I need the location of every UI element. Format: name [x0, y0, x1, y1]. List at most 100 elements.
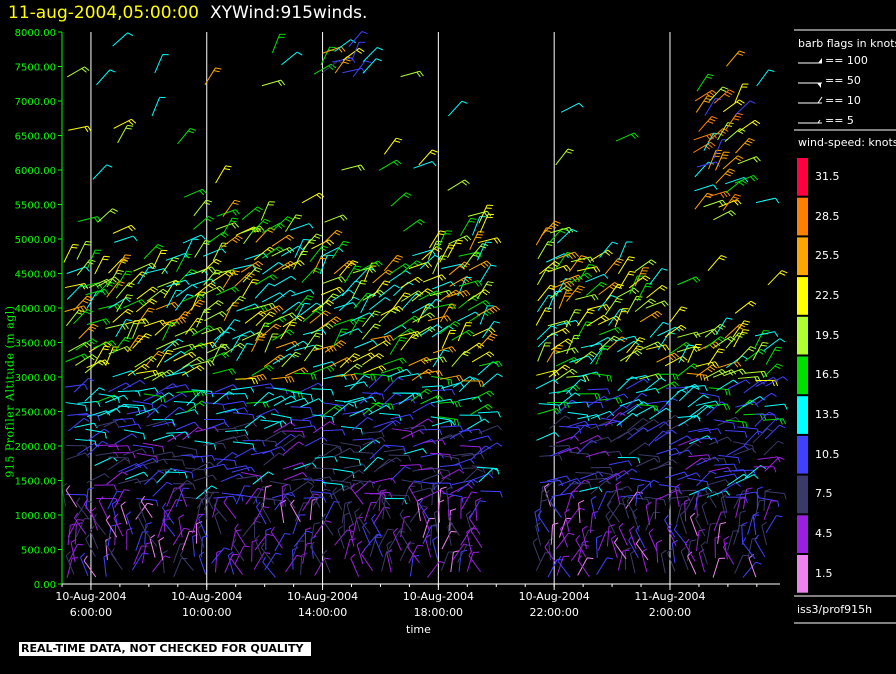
wind-barb: [726, 50, 746, 67]
barb-flag: [687, 344, 695, 347]
barb-shaft: [166, 279, 186, 288]
barb-shaft: [110, 553, 123, 571]
barb-flag: [330, 295, 337, 299]
barb-shaft: [590, 372, 611, 377]
barb-flag: [731, 199, 738, 202]
barb-shaft: [236, 475, 257, 480]
barb-shaft: [677, 276, 697, 286]
wind-barb: [112, 32, 134, 47]
title-name: XYWind:915winds.: [210, 3, 368, 23]
barb-flag: [568, 532, 575, 536]
barb-shaft: [183, 238, 193, 258]
barb-flag: [108, 341, 114, 347]
barb-shaft: [707, 128, 724, 143]
wind-barb: [459, 428, 483, 435]
barb-flag: [485, 300, 491, 305]
wind-barb: [585, 281, 607, 296]
barb-shaft: [85, 538, 96, 557]
wind-barb: [608, 485, 633, 494]
wind-barb: [85, 288, 109, 296]
wind-barb: [698, 116, 718, 132]
wind-barb: [294, 295, 314, 312]
barb-shaft: [320, 46, 331, 66]
barb-shaft: [575, 351, 592, 364]
wind-barb: [411, 288, 433, 302]
barb-shaft: [755, 376, 774, 387]
barb-flag: [273, 325, 279, 330]
barb-shaft: [253, 246, 270, 261]
barb-shaft: [333, 260, 350, 275]
wind-barb: [418, 149, 438, 166]
barb-shaft: [537, 342, 546, 362]
wind-barb: [536, 267, 554, 286]
barb-flag: [359, 446, 362, 453]
barb-shaft: [381, 499, 391, 519]
barb-shaft: [469, 500, 481, 519]
barb-flag: [726, 91, 733, 96]
wind-barb: [722, 99, 745, 113]
barb-flag: [610, 467, 614, 474]
wind-barb: [243, 374, 267, 382]
wind-barb: [76, 241, 92, 260]
barb-shaft: [339, 353, 355, 368]
barb-shaft: [143, 393, 164, 398]
barb-flag: [198, 402, 205, 407]
barb-shaft: [352, 266, 373, 274]
barb-shaft: [452, 543, 465, 561]
wind-barb: [431, 419, 456, 427]
barb-flag: [710, 522, 717, 525]
wind-barb: [350, 553, 360, 577]
wind-barb: [763, 338, 786, 352]
barb-shaft: [163, 406, 180, 421]
barb-flag: [76, 522, 83, 525]
barb-shaft: [403, 448, 424, 455]
barb-flag: [328, 239, 335, 245]
barb-flag: [489, 390, 495, 396]
barb-flag: [603, 273, 609, 280]
barb-flag: [231, 305, 238, 307]
barb-flag: [578, 285, 585, 289]
barb-flag: [459, 433, 464, 439]
barb-flag: [601, 281, 607, 286]
barb-flag: [678, 487, 681, 494]
barb-flag: [126, 284, 133, 288]
barb-flag: [387, 403, 391, 410]
wind-barb: [765, 515, 783, 533]
wind-barb: [423, 356, 447, 363]
barb-shaft: [205, 421, 226, 430]
wind-barb: [282, 430, 305, 438]
barb-flag: [450, 419, 453, 427]
barb-shaft: [281, 486, 284, 507]
wind-barb: [438, 401, 462, 408]
wind-barb: [432, 536, 439, 560]
barb-shaft: [461, 452, 482, 457]
barb-shaft: [468, 517, 481, 535]
wind-barb: [713, 336, 736, 349]
wind-barb: [136, 286, 159, 300]
barb-shaft: [175, 294, 188, 311]
barb-flag: [600, 402, 604, 409]
barb-flag: [660, 549, 667, 554]
barb-shaft: [388, 368, 407, 378]
barb-shaft: [536, 295, 549, 313]
wind-barb: [68, 341, 91, 353]
barb-shaft: [89, 530, 99, 549]
barb-flag: [737, 326, 744, 330]
barb-flag: [375, 403, 382, 408]
barb-flag: [232, 539, 237, 545]
barb-shaft: [459, 218, 472, 236]
barb-shaft: [167, 431, 186, 442]
barb-shaft: [105, 394, 124, 404]
barb-flag: [83, 498, 89, 505]
barb-shaft: [334, 400, 355, 403]
barb-shaft: [726, 50, 740, 67]
barb-flag: [566, 320, 572, 326]
wind-barb: [538, 403, 561, 411]
barb-flag: [544, 310, 551, 313]
barb-shaft: [136, 497, 157, 501]
barb-shaft: [236, 303, 256, 312]
barb-shaft: [320, 446, 338, 459]
barb-flag: [294, 217, 301, 220]
barb-flag: [125, 296, 132, 300]
barb-flag: [636, 350, 643, 355]
